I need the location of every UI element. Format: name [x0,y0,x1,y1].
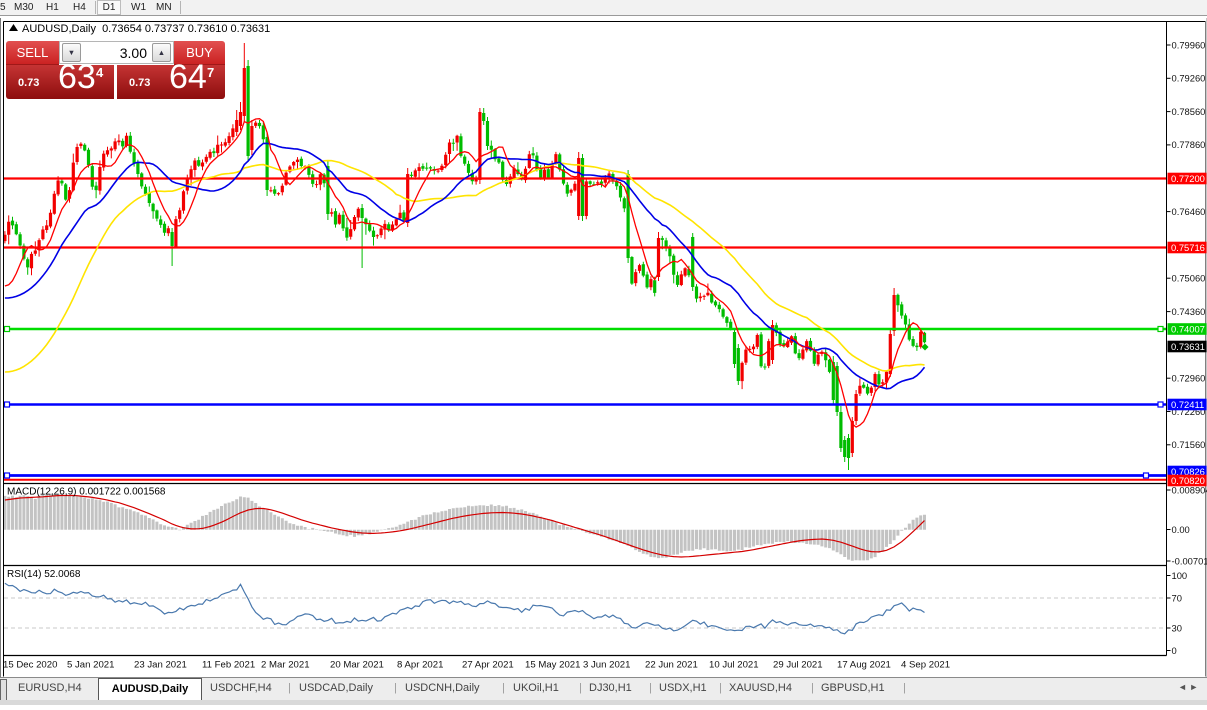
svg-text:29 Jul 2021: 29 Jul 2021 [773,660,823,671]
svg-text:0.74007: 0.74007 [1171,323,1205,334]
svg-text:0.75060: 0.75060 [1172,273,1206,284]
svg-text:100: 100 [1172,570,1188,581]
svg-text:20 Mar 2021: 20 Mar 2021 [330,660,384,671]
svg-text:RSI(14) 52.0068: RSI(14) 52.0068 [7,569,81,580]
svg-text:0.71560: 0.71560 [1172,439,1206,450]
svg-text:17 Aug 2021: 17 Aug 2021 [837,660,891,671]
svg-text:0.72960: 0.72960 [1172,373,1206,384]
svg-text:0.75716: 0.75716 [1171,242,1205,253]
svg-text:0.78560: 0.78560 [1172,106,1206,117]
svg-text:0.77200: 0.77200 [1171,173,1205,184]
svg-text:0.00: 0.00 [1172,524,1190,535]
svg-text:0.72411: 0.72411 [1171,399,1204,410]
svg-text:10 Jul 2021: 10 Jul 2021 [709,660,759,671]
svg-text:23 Jan 2021: 23 Jan 2021 [134,660,187,671]
svg-text:11 Feb 2021: 11 Feb 2021 [202,660,255,671]
svg-text:0.79960: 0.79960 [1172,39,1206,50]
svg-text:2 Mar 2021: 2 Mar 2021 [261,660,310,671]
svg-text:0.76460: 0.76460 [1172,206,1206,217]
svg-text:4 Sep 2021: 4 Sep 2021 [901,660,950,671]
svg-text:15 Dec 2020: 15 Dec 2020 [3,660,57,671]
svg-text:30: 30 [1172,622,1182,633]
svg-text:5 Jan 2021: 5 Jan 2021 [67,660,114,671]
svg-text:22 Jun 2021: 22 Jun 2021 [645,660,698,671]
svg-text:0.74360: 0.74360 [1172,306,1206,317]
svg-text:MACD(12,26,9) 0.001722 0.00156: MACD(12,26,9) 0.001722 0.001568 [7,487,166,498]
svg-text:0.77860: 0.77860 [1172,139,1206,150]
svg-text:0.79260: 0.79260 [1172,73,1206,84]
svg-text:0.008904: 0.008904 [1172,484,1207,495]
svg-text:0.73631: 0.73631 [1171,341,1205,352]
svg-text:-0.00701: -0.00701 [1172,555,1207,566]
svg-text:70: 70 [1172,592,1182,603]
svg-text:27 Apr 2021: 27 Apr 2021 [462,660,514,671]
svg-text:3 Jun 2021: 3 Jun 2021 [583,660,630,671]
svg-text:AUDUSD,Daily 0.73654 0.73737: AUDUSD,Daily 0.73654 0.73737 0.73610 0.7… [22,23,270,35]
svg-text:8 Apr 2021: 8 Apr 2021 [397,660,443,671]
svg-text:15 May 2021: 15 May 2021 [525,660,580,671]
svg-text:0: 0 [1172,645,1177,656]
